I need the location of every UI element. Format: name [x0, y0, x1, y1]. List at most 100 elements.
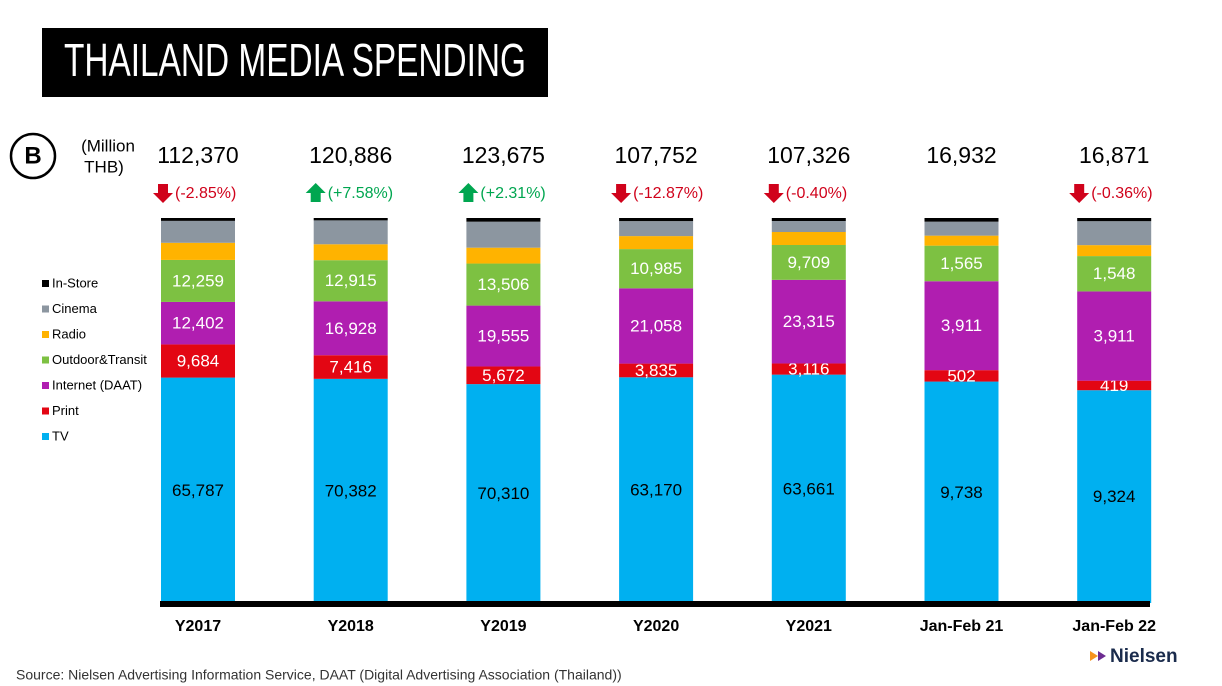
bar-segment [466, 384, 541, 603]
change-label: (+7.58%) [328, 185, 393, 202]
bar-segment [771, 279, 846, 364]
data-label: 5,672 [482, 366, 525, 385]
legend-swatch [42, 305, 49, 313]
x-tick-label: Y2017 [175, 618, 221, 635]
x-tick-label: Y2021 [786, 618, 832, 635]
logo-circle [9, 132, 57, 180]
bar-segment [161, 259, 235, 302]
bar-segment [313, 378, 388, 603]
legend-swatch [42, 331, 49, 338]
x-tick-label: Jan-Feb 21 [920, 618, 1004, 635]
legend-label: Internet (DAAT) [52, 377, 142, 392]
bar-segment [924, 281, 999, 371]
bar-segment [466, 263, 541, 306]
data-label: 12,259 [172, 271, 224, 290]
data-label: 502 [947, 366, 975, 385]
legend-swatch [42, 280, 49, 287]
bar-segment [1077, 221, 1152, 246]
data-label: 70,382 [325, 481, 377, 500]
bar-segment [771, 218, 846, 221]
bar-segment [924, 370, 999, 382]
data-label: 1,548 [1093, 264, 1136, 283]
data-label: 3,835 [635, 361, 678, 380]
data-label: 12,915 [325, 271, 377, 290]
x-tick-label: Jan-Feb 22 [1072, 618, 1156, 635]
total-label: 123,675 [462, 142, 545, 168]
bar-segment [619, 288, 694, 364]
bar-segment [161, 218, 235, 221]
total-label: 16,932 [926, 142, 996, 168]
data-label: 63,661 [783, 479, 835, 498]
bar-segment [771, 244, 846, 280]
x-tick-label: Y2019 [480, 618, 526, 635]
bar-segment [924, 245, 999, 282]
logo: B [24, 142, 41, 169]
total-label: 112,370 [157, 142, 238, 168]
data-label: 3,911 [941, 316, 982, 335]
bar-segment [619, 236, 694, 250]
legend-label: Radio [52, 326, 86, 341]
data-label: 1,565 [940, 254, 983, 273]
bar-segment [1077, 256, 1152, 292]
source: Source: Nielsen Advertising Information … [16, 667, 622, 683]
bar-segment [313, 244, 388, 261]
bar-segment [619, 363, 694, 378]
data-label: 9,684 [177, 351, 220, 370]
change-arrow [153, 184, 173, 203]
change-label: (-0.36%) [1091, 185, 1152, 202]
data-label: 23,315 [783, 312, 835, 331]
legend-swatch [42, 433, 49, 440]
legend-label: In-Store [52, 275, 98, 290]
change-label: (-2.85%) [175, 185, 236, 202]
bar-segment [1077, 291, 1152, 381]
data-label: 10,985 [630, 259, 682, 278]
legend-swatch [42, 356, 49, 364]
bar-segment [619, 221, 694, 237]
bar-segment [924, 235, 999, 246]
data-label: 12,402 [172, 314, 224, 333]
data-label: 9,738 [940, 483, 983, 502]
bar-segment [313, 301, 388, 356]
bar-segment [771, 220, 846, 233]
change-label: (+2.31%) [480, 185, 545, 202]
legend-swatch [42, 382, 49, 389]
brand-logo [1090, 651, 1106, 661]
data-label: 70,310 [477, 484, 529, 503]
bar-segment [313, 218, 388, 221]
bar-segment [466, 221, 541, 248]
change-label: (-0.40%) [786, 185, 847, 202]
bar-segment [161, 344, 235, 378]
bar-segment [466, 305, 541, 367]
change-arrow [611, 184, 632, 203]
bar-segment [619, 249, 694, 289]
legend-label: TV [52, 428, 69, 443]
chart-title: THAILAND MEDIA SPENDING [64, 34, 526, 86]
change-arrow [1069, 184, 1090, 203]
bar-segment [619, 218, 694, 222]
bar-segment [924, 218, 999, 222]
data-label: 16,928 [325, 319, 377, 338]
bar-segment [924, 381, 999, 603]
change-label: (-12.87%) [633, 185, 703, 202]
bar-segment [466, 218, 541, 222]
data-label: 9,709 [788, 253, 831, 272]
legend-label: Print [52, 403, 79, 418]
data-label: 19,555 [477, 327, 529, 346]
bar-segment [619, 377, 694, 603]
unit-label: (Million [81, 136, 135, 155]
x-tick-label: Y2020 [633, 618, 679, 635]
total-label: 16,871 [1079, 142, 1149, 168]
bar-segment [313, 220, 388, 245]
change-arrow [763, 184, 784, 203]
bar-segment [466, 366, 541, 385]
bar-segment [771, 232, 846, 245]
legend-swatch [42, 407, 49, 415]
data-label: 13,506 [477, 275, 529, 294]
total-label: 107,326 [767, 142, 850, 168]
bar-segment [466, 247, 541, 264]
title-box [42, 28, 548, 97]
data-label: 3,911 [1094, 327, 1135, 346]
x-tick-label: Y2018 [328, 618, 374, 635]
